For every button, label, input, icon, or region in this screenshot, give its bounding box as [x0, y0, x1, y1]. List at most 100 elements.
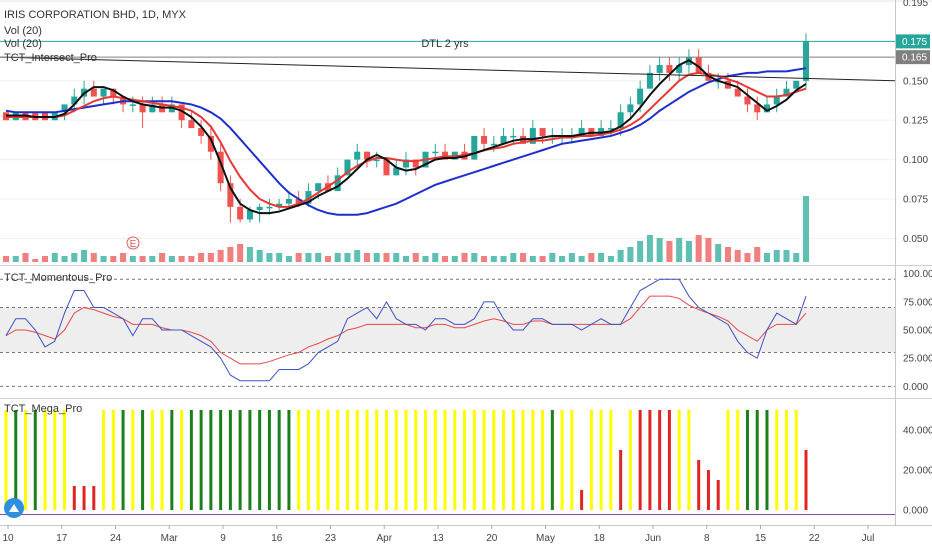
mega-bar: [92, 486, 96, 510]
candle: [276, 198, 283, 210]
candle-body: [646, 72, 653, 89]
mega-bar: [267, 410, 271, 510]
volume-bar: [578, 256, 585, 262]
mega-bar: [277, 410, 281, 510]
volume-bar: [276, 253, 283, 262]
candle-body: [500, 135, 507, 144]
candle: [198, 120, 205, 144]
volume-bar: [529, 256, 536, 262]
mega-bar: [784, 410, 788, 510]
candle-body: [334, 175, 341, 192]
mega-bar: [365, 410, 369, 510]
candle-body: [217, 151, 224, 184]
candle-body: [529, 128, 536, 144]
volume-bar: [285, 256, 292, 262]
mega-bar: [394, 410, 398, 510]
mega-bar: [345, 410, 349, 510]
time-tick-label: Apr: [376, 533, 392, 544]
earnings-marker-label: E: [130, 239, 137, 250]
time-tick-label: 20: [486, 533, 498, 544]
volume-bar: [178, 256, 185, 262]
candle-body: [383, 159, 390, 176]
time-tick-label: Mar: [161, 533, 179, 544]
candle-body: [237, 206, 244, 220]
volume-bar: [705, 238, 712, 262]
volume-bar: [637, 241, 644, 262]
candle: [207, 128, 214, 160]
volume-bar: [588, 253, 595, 262]
candle-body: [100, 88, 107, 97]
mega-bar: [531, 410, 535, 510]
volume-bar: [763, 253, 770, 262]
trendline-annotation: DTL 2 yrs: [421, 38, 469, 50]
mega-bar: [189, 410, 193, 510]
candle: [754, 96, 761, 121]
volume-bar: [315, 253, 322, 262]
mega-bar: [570, 410, 574, 510]
candle: [227, 175, 234, 223]
candle: [383, 159, 390, 176]
volume-bar: [100, 256, 107, 262]
candle-body: [754, 104, 761, 113]
ma-fast-line: [6, 59, 807, 215]
candle-body: [510, 135, 517, 138]
volume-bar: [510, 253, 517, 262]
volume-bar: [393, 253, 400, 262]
mega-bar: [628, 410, 632, 510]
volume-bar: [783, 250, 790, 262]
candle-body: [295, 198, 302, 204]
candle: [646, 65, 653, 89]
candle-body: [285, 198, 292, 204]
legend-intersect: TCT_Intersect_Pro: [4, 52, 97, 64]
price-label-text: 0.175: [902, 37, 927, 48]
candle: [266, 198, 273, 215]
candle-body: [402, 159, 410, 168]
mega-bar: [424, 410, 428, 510]
time-tick-label: Jun: [645, 533, 661, 544]
mega-bar: [63, 410, 67, 510]
mega-bar: [775, 410, 779, 510]
mega-bar: [794, 410, 798, 510]
mega-bar: [580, 490, 584, 510]
mega-bar: [453, 410, 457, 510]
time-tick-label: Jul: [862, 533, 875, 544]
volume-bar: [685, 241, 692, 262]
candle-body: [266, 206, 273, 209]
volume-bar: [734, 250, 741, 262]
mega-bar: [599, 410, 603, 510]
earnings-marker[interactable]: [126, 236, 140, 250]
candle-body: [802, 41, 810, 81]
price-tick-label: 0.075: [903, 194, 928, 205]
mega-bar: [765, 410, 769, 510]
volume-bar: [773, 250, 780, 262]
mega-bar: [609, 410, 613, 510]
candle-body: [139, 104, 146, 113]
candle-body: [256, 206, 263, 210]
mega-bar: [541, 410, 545, 510]
time-tick-label: 16: [271, 533, 283, 544]
momentum-tick-label: 100.000: [903, 269, 932, 280]
volume-bar: [422, 256, 429, 262]
candle-body: [637, 88, 644, 105]
price-label-box: [896, 50, 930, 65]
time-tick-label: 8: [704, 533, 710, 544]
mega-bar: [804, 450, 808, 510]
candle: [627, 96, 634, 121]
volume-bar: [500, 256, 507, 262]
candle: [149, 96, 156, 113]
volume-bar: [120, 253, 127, 262]
time-tick-label: 22: [809, 533, 821, 544]
volume-bar: [334, 253, 341, 262]
mega-bar: [150, 410, 154, 510]
tradingview-logo-icon[interactable]: [4, 498, 24, 518]
volume-bar: [461, 253, 468, 262]
mega-bar: [219, 410, 223, 510]
mega-bar: [463, 410, 467, 510]
candle-body: [90, 88, 97, 97]
volume-bar: [627, 247, 634, 262]
mega-pane: TCT_Mega_Pro: [0, 403, 895, 515]
mega-bar: [33, 410, 37, 510]
mega-bar: [141, 410, 145, 510]
mega-bar: [199, 410, 203, 510]
volume-bar: [549, 253, 556, 262]
